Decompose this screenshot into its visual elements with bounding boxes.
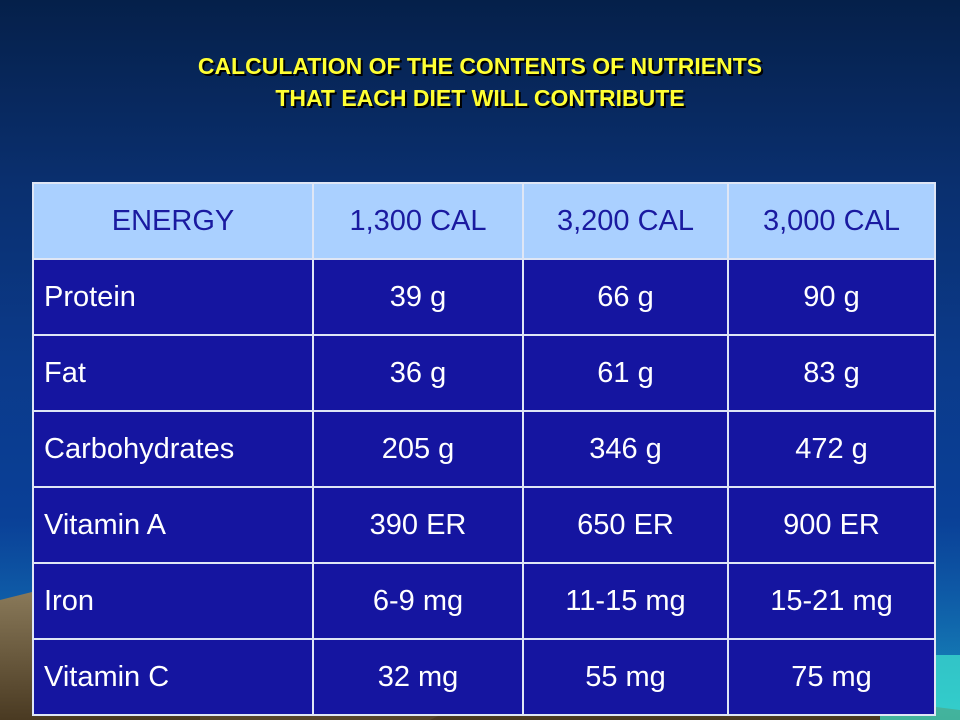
header-cell-diet-3: 3,000 CAL [727, 182, 936, 260]
table-cell: 75 mg [727, 638, 936, 716]
table-cell: 205 g [312, 410, 524, 488]
row-label: Vitamin C [32, 638, 314, 716]
title-line-2: THAT EACH DIET WILL CONTRIBUTE [275, 85, 685, 111]
nutrient-table: ENERGY 1,300 CAL 3,200 CAL 3,000 CAL Pro… [32, 182, 936, 716]
table-cell: 15-21 mg [727, 562, 936, 640]
table-row: Vitamin C 32 mg 55 mg 75 mg [32, 638, 936, 716]
slide-title: CALCULATION OF THE CONTENTS OF NUTRIENTS… [0, 50, 960, 114]
table-cell: 6-9 mg [312, 562, 524, 640]
row-label: Iron [32, 562, 314, 640]
table-row: Protein 39 g 66 g 90 g [32, 258, 936, 336]
row-label: Fat [32, 334, 314, 412]
table-cell: 90 g [727, 258, 936, 336]
table-cell: 472 g [727, 410, 936, 488]
header-cell-diet-2: 3,200 CAL [522, 182, 729, 260]
table-cell: 346 g [522, 410, 729, 488]
table-cell: 11-15 mg [522, 562, 729, 640]
title-line-1: CALCULATION OF THE CONTENTS OF NUTRIENTS [197, 53, 763, 79]
table-cell: 66 g [522, 258, 729, 336]
table-row: Iron 6-9 mg 11-15 mg 15-21 mg [32, 562, 936, 640]
table-row: Vitamin A 390 ER 650 ER 900 ER [32, 486, 936, 564]
table-header-row: ENERGY 1,300 CAL 3,200 CAL 3,000 CAL [32, 182, 936, 260]
table-cell: 36 g [312, 334, 524, 412]
row-label: Carbohydrates [32, 410, 314, 488]
table-cell: 39 g [312, 258, 524, 336]
table-cell: 61 g [522, 334, 729, 412]
table-cell: 55 mg [522, 638, 729, 716]
table-cell: 83 g [727, 334, 936, 412]
table-row: Carbohydrates 205 g 346 g 472 g [32, 410, 936, 488]
row-label: Protein [32, 258, 314, 336]
row-label: Vitamin A [32, 486, 314, 564]
header-cell-diet-1: 1,300 CAL [312, 182, 524, 260]
table-cell: 390 ER [312, 486, 524, 564]
table-row: Fat 36 g 61 g 83 g [32, 334, 936, 412]
table-cell: 32 mg [312, 638, 524, 716]
table-cell: 900 ER [727, 486, 936, 564]
table-cell: 650 ER [522, 486, 729, 564]
header-cell-energy: ENERGY [32, 182, 314, 260]
